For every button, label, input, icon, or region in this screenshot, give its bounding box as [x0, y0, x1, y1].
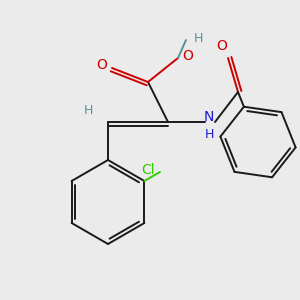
Text: Cl: Cl — [141, 163, 155, 177]
Text: H: H — [83, 103, 93, 116]
Text: O: O — [217, 39, 227, 53]
Text: H: H — [193, 32, 203, 44]
Text: O: O — [97, 58, 107, 72]
Text: H: H — [204, 128, 214, 140]
Text: N: N — [204, 110, 214, 124]
Text: O: O — [183, 49, 194, 63]
